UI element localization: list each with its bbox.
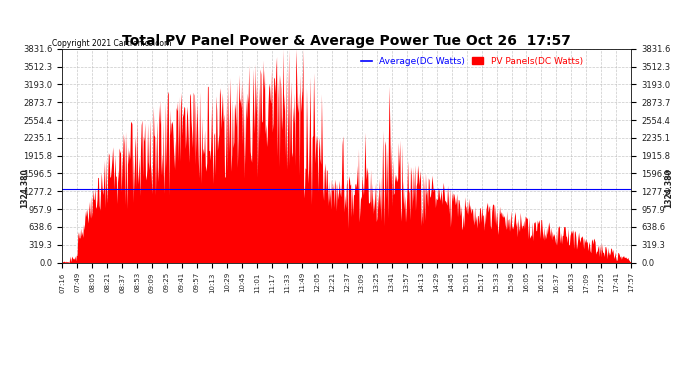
Text: 1324.380: 1324.380 xyxy=(664,169,673,208)
Legend: Average(DC Watts), PV Panels(DC Watts): Average(DC Watts), PV Panels(DC Watts) xyxy=(357,53,586,69)
Text: Copyright 2021 Cartronics.com: Copyright 2021 Cartronics.com xyxy=(52,39,171,48)
Text: 1324.380: 1324.380 xyxy=(21,169,30,208)
Title: Total PV Panel Power & Average Power Tue Oct 26  17:57: Total PV Panel Power & Average Power Tue… xyxy=(122,34,571,48)
